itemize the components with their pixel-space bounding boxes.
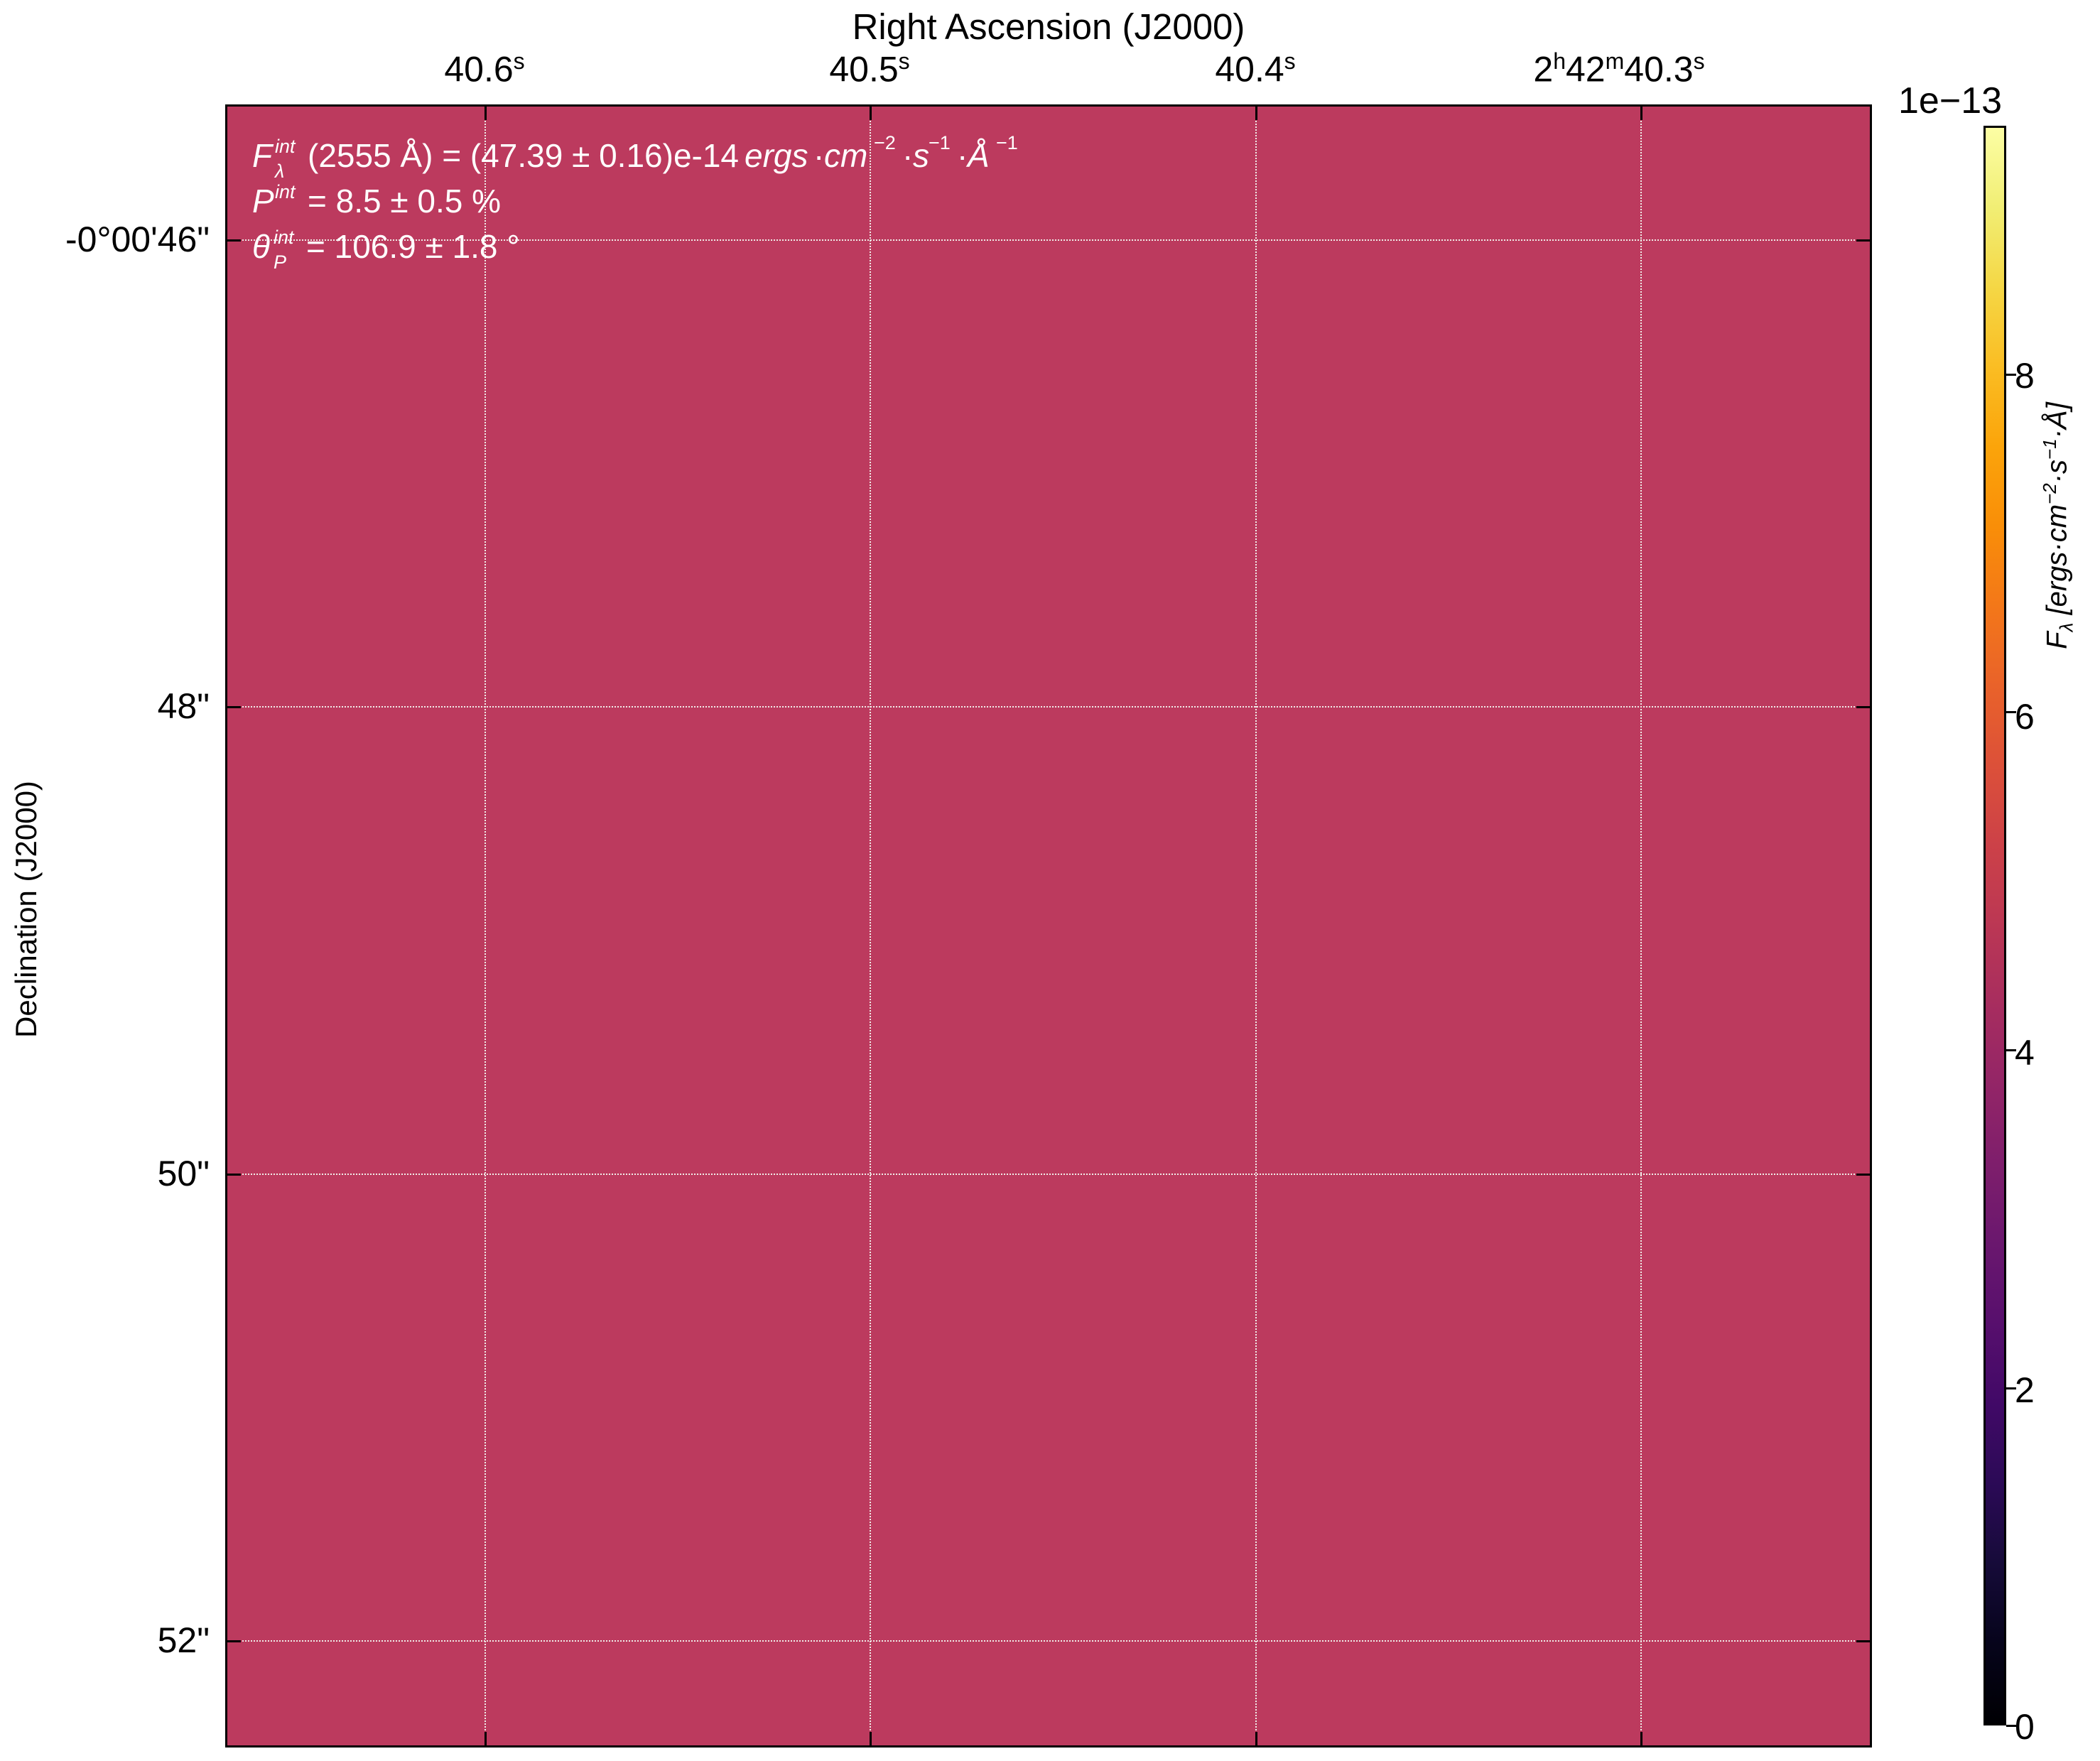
svg-text:int: int [275,181,296,202]
svg-text:ergs: ergs [745,137,808,174]
svg-text:·: · [957,137,968,174]
svg-text:P: P [252,183,274,220]
svg-text:(2555 Å) = (47.39 ± 0.16)e-14: (2555 Å) = (47.39 ± 0.16)e-14 [308,137,739,174]
svg-text:cm: cm [824,137,867,174]
svg-text:Å: Å [965,137,990,174]
svg-text:F: F [252,137,274,174]
svg-text:−2: −2 [874,132,896,153]
svg-text:P: P [274,251,286,273]
svg-text:= 106.9 ± 1.8 °: = 106.9 ± 1.8 ° [306,228,520,265]
svg-text:·: · [902,137,913,174]
svg-text:θ: θ [252,228,270,265]
svg-text:s: s [913,137,929,174]
svg-text:int: int [274,227,295,248]
svg-text:= 8.5 ± 0.5 %: = 8.5 ± 0.5 % [308,183,501,220]
svg-text:λ: λ [274,161,284,182]
svg-text:·: · [813,137,824,174]
svg-text:−1: −1 [996,132,1018,153]
svg-text:−1: −1 [929,132,951,153]
svg-text:int: int [275,136,296,157]
